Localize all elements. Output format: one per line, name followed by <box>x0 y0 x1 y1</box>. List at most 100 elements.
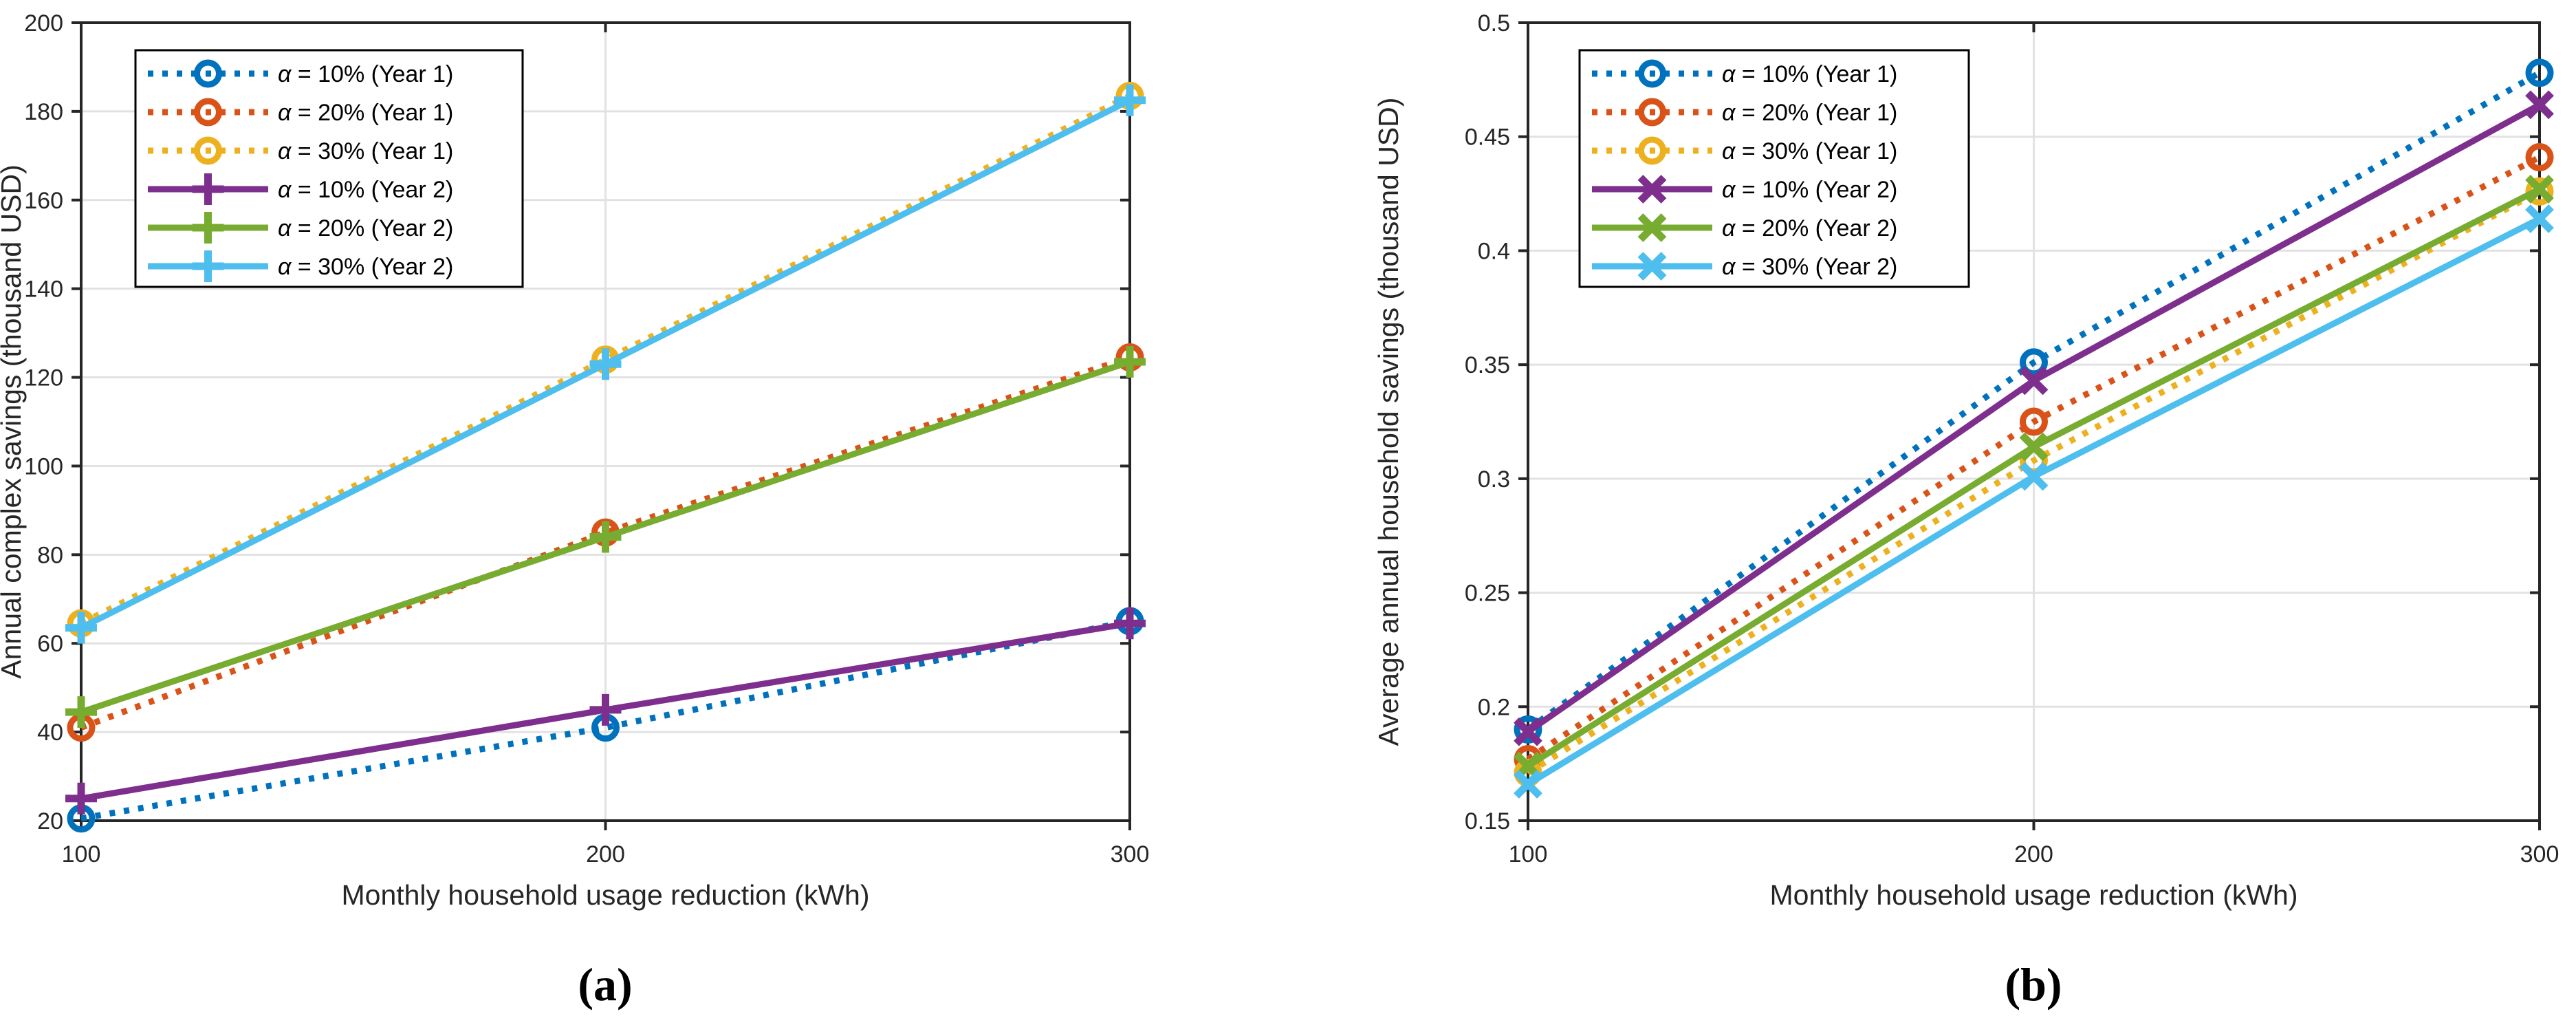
legend-marker-circle-icon <box>194 59 222 88</box>
legend-item-2: α = 20% (Year 1) <box>1592 98 1897 127</box>
series-6 <box>1514 204 2554 799</box>
y-axis-label: Annual complex savings (thousand USD) <box>0 164 27 679</box>
y-tick-label: 180 <box>24 99 63 125</box>
legend-item-6: α = 30% (Year 2) <box>1592 252 1897 281</box>
y-tick-label: 40 <box>37 720 63 746</box>
series-line <box>1526 70 2542 733</box>
series-5 <box>65 346 1146 729</box>
series-line <box>1526 154 2542 762</box>
plot-box <box>1527 21 2541 822</box>
legend-marker-x-icon <box>1637 213 1667 242</box>
data-point-marker <box>2525 175 2554 204</box>
data-point-marker <box>65 696 97 729</box>
data-point-marker <box>2020 348 2048 377</box>
legend-label: α = 20% (Year 1) <box>1722 100 1897 126</box>
legend-marker-circle-icon <box>194 98 222 127</box>
x-axis-label: Monthly household usage reduction (kWh) <box>1769 879 2297 911</box>
data-point-marker <box>1514 770 1542 799</box>
series-line <box>80 354 1131 731</box>
y-tick-label: 0.25 <box>1465 581 1510 607</box>
y-tick-label: 0.5 <box>1478 10 1510 36</box>
legend-item-6: α = 30% (Year 2) <box>148 250 453 282</box>
series-line <box>1526 188 2542 776</box>
legend-box <box>1578 49 1970 288</box>
legend-label: α = 20% (Year 2) <box>278 215 453 241</box>
legend-label: α = 20% (Year 1) <box>278 100 453 126</box>
legend-label: α = 10% (Year 1) <box>278 61 453 87</box>
tick-labels: 0.15 0.2 0.25 0.3 0.35 0.4 0.45 0.5 100 200 300 <box>1465 10 2559 867</box>
chart-b-average-household-savings: 0.15 0.2 0.25 0.3 0.35 0.4 0.45 0.5 100 200 300 Mon… <box>1373 10 2559 911</box>
legend-marker-x-icon <box>1637 175 1667 204</box>
series-1 <box>1514 58 2554 744</box>
data-point-marker <box>589 521 622 553</box>
legend-marker-circle-icon <box>1638 59 1666 88</box>
legend-label: α = 30% (Year 1) <box>278 138 453 164</box>
y-tick-label: 160 <box>24 188 63 214</box>
legend: α = 10% (Year 1) α = 20% (Year 1) α = 30% … <box>134 49 524 288</box>
x-tick-label: 100 <box>62 841 101 867</box>
legend-label: α = 30% (Year 1) <box>1722 138 1897 164</box>
legend-label: α = 30% (Year 2) <box>1722 254 1897 280</box>
legend-marker-plus-icon <box>192 173 224 205</box>
data-point-marker <box>2525 58 2554 87</box>
legend-marker-circle-icon <box>1638 136 1666 165</box>
legend-item-2: α = 20% (Year 1) <box>148 98 453 127</box>
data-point-marker <box>2019 432 2049 462</box>
legend-marker-circle-icon <box>1638 98 1666 127</box>
legend-marker-x-icon <box>1637 252 1667 281</box>
legend-label: α = 10% (Year 1) <box>1722 61 1897 87</box>
plot-box <box>80 21 1131 822</box>
y-tick-label: 0.45 <box>1465 125 1510 151</box>
data-point-marker <box>2525 90 2554 120</box>
data-point-marker <box>1514 717 1542 746</box>
data-point-marker <box>1514 715 1542 744</box>
legend-marker-plus-icon <box>192 250 224 282</box>
legend-item-3: α = 30% (Year 1) <box>148 136 453 165</box>
data-point-marker <box>65 782 97 814</box>
y-axis-label: Average annual household savings (thousa… <box>1373 98 1404 746</box>
y-tick-label: 20 <box>37 808 63 834</box>
y-tick-label: 0.2 <box>1478 694 1510 720</box>
data-point-marker <box>1114 346 1146 378</box>
y-tick-label: 120 <box>24 365 63 391</box>
y-tick-label: 100 <box>24 453 63 479</box>
grid-lines <box>1528 23 2540 821</box>
y-tick-label: 140 <box>24 277 63 303</box>
legend-item-4: α = 10% (Year 2) <box>148 173 453 205</box>
data-point-marker <box>589 693 622 726</box>
data-point-marker <box>2019 366 2049 396</box>
series-4 <box>65 607 1146 814</box>
legend-marker-plus-icon <box>192 212 224 244</box>
caption-a: (a) <box>578 958 633 1011</box>
legend: α = 10% (Year 1) α = 20% (Year 1) α = 30% … <box>1578 49 1970 288</box>
series-6 <box>65 84 1146 644</box>
series-line <box>80 618 1131 822</box>
data-point-marker <box>2019 462 2049 491</box>
x-tick-label: 300 <box>1111 841 1150 867</box>
legend-label: α = 30% (Year 2) <box>278 254 453 280</box>
y-tick-label: 0.15 <box>1465 808 1510 834</box>
legend-item-1: α = 10% (Year 1) <box>1592 59 1897 88</box>
legend-item-1: α = 10% (Year 1) <box>148 59 453 88</box>
x-tick-label: 200 <box>2014 841 2053 867</box>
data-point-marker <box>65 612 97 644</box>
legend-label: α = 20% (Year 2) <box>1722 215 1897 241</box>
chart-a-annual-complex-savings: 20 40 60 80 100 120 140 160 180 200 100 200 300 Month… <box>0 10 1149 911</box>
legend-item-5: α = 20% (Year 2) <box>148 212 453 244</box>
y-tick-label: 200 <box>24 10 63 36</box>
data-point-marker <box>2525 204 2554 233</box>
y-tick-label: 60 <box>37 631 63 657</box>
legend-box <box>134 49 524 288</box>
legend-marker-circle-icon <box>194 136 222 165</box>
x-tick-label: 300 <box>2520 841 2559 867</box>
data-point-marker <box>1114 607 1146 640</box>
y-tick-label: 0.4 <box>1478 238 1510 264</box>
data-point-marker <box>589 348 622 380</box>
legend-label: α = 10% (Year 2) <box>1722 177 1897 203</box>
legend-label: α = 10% (Year 2) <box>278 177 453 203</box>
data-point-marker <box>1114 84 1146 116</box>
y-tick-label: 80 <box>37 542 63 568</box>
data-point-marker <box>2525 143 2554 172</box>
tick-labels: 20 40 60 80 100 120 140 160 180 200 100 200 300 <box>24 10 1149 867</box>
